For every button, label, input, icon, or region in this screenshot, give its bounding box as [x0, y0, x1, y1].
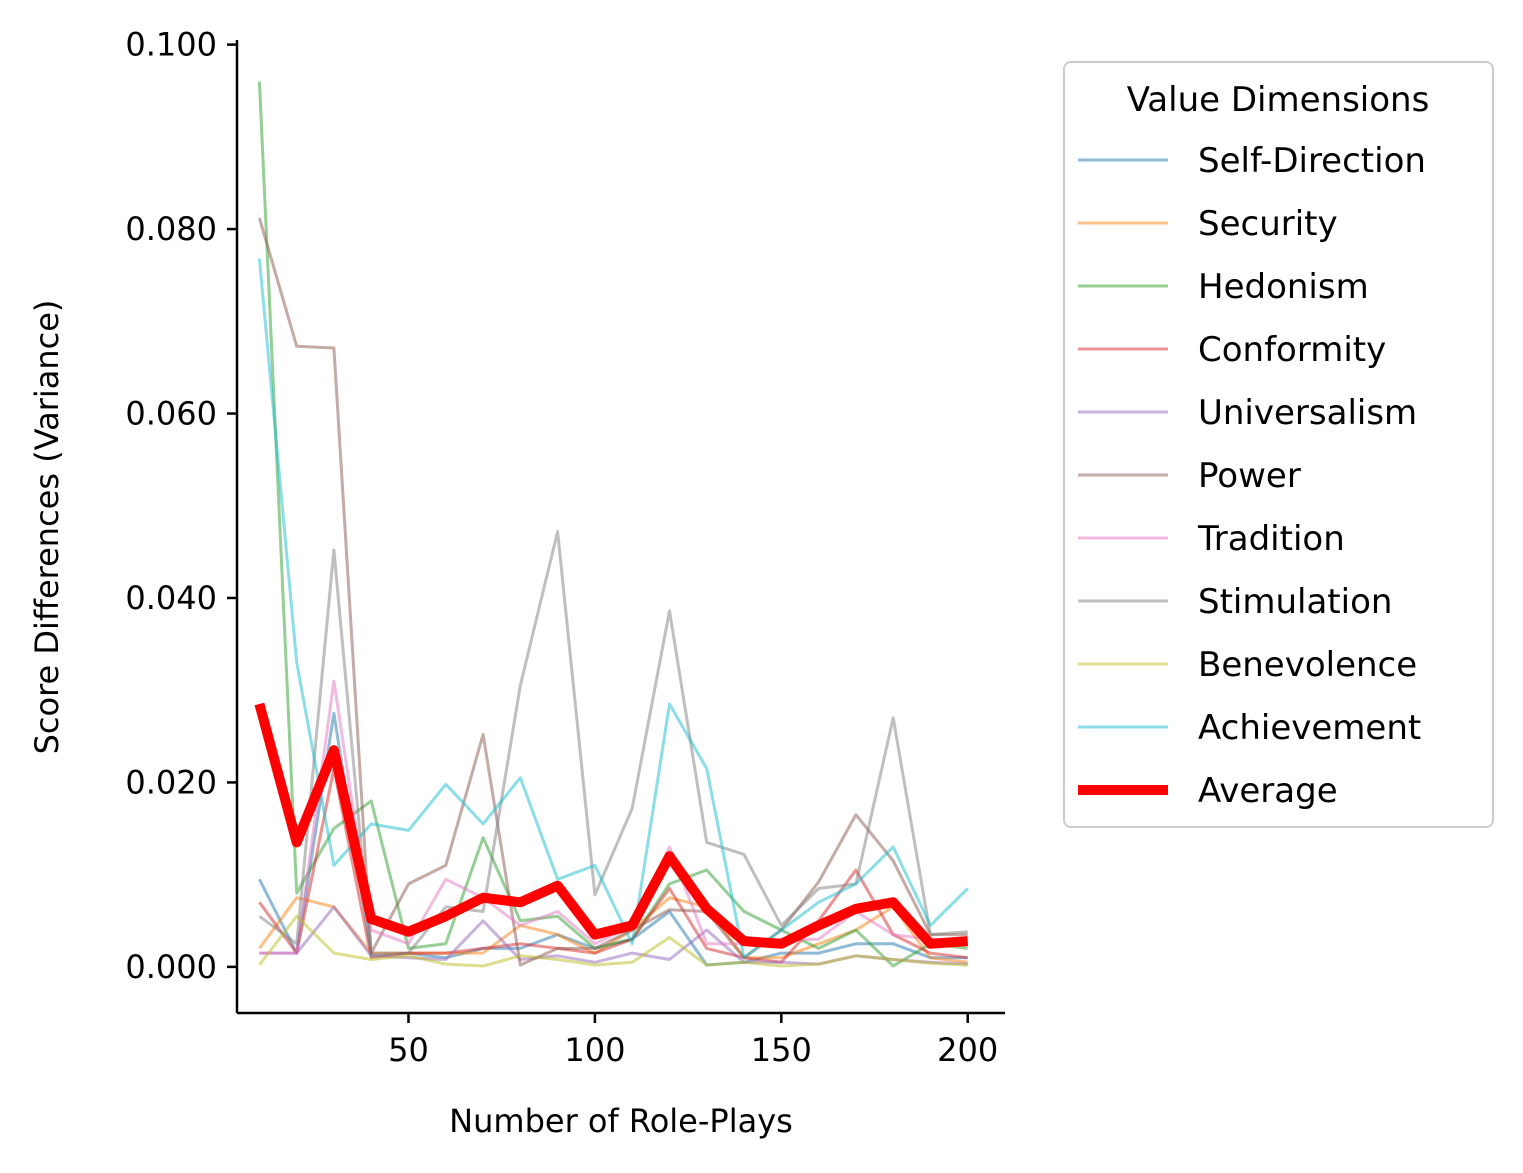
- y-tick-label: 0.040: [125, 579, 217, 617]
- y-tick-label: 0.020: [125, 763, 217, 801]
- legend-items: Self-Direction Security Hedonism Conformity…: [1078, 141, 1426, 811]
- series-line-achievement: [257, 258, 969, 960]
- x-tick-label: 150: [751, 1031, 812, 1069]
- y-tick-label: 0.080: [125, 210, 217, 248]
- legend-label-average: Average: [1198, 771, 1338, 811]
- x-tick-label: 50: [388, 1031, 429, 1069]
- series-line-average: [254, 702, 969, 949]
- legend-label-self-direction: Self-Direction: [1198, 141, 1426, 181]
- legend-label-hedonism: Hedonism: [1198, 267, 1369, 307]
- x-ticks: 50 100 150 200: [388, 1013, 998, 1069]
- legend-label-conformity: Conformity: [1198, 330, 1386, 370]
- legend-frame: [1063, 61, 1494, 828]
- y-tick-label: 0.100: [125, 26, 217, 64]
- series-line-benevolence: [258, 914, 968, 968]
- legend-label-tradition: Tradition: [1197, 519, 1345, 559]
- legend-label-security: Security: [1198, 204, 1338, 244]
- legend-label-universalism: Universalism: [1198, 393, 1417, 433]
- x-tick-label: 100: [564, 1031, 625, 1069]
- axes: [235, 40, 1005, 1015]
- legend-label-benevolence: Benevolence: [1198, 645, 1417, 685]
- legend-label-power: Power: [1198, 456, 1301, 496]
- y-tick-label: 0.000: [125, 948, 217, 986]
- legend-title: Value Dimensions: [1127, 80, 1430, 120]
- series-line-power: [257, 217, 968, 967]
- y-ticks: 0.000 0.020 0.040 0.060 0.080 0.100: [125, 26, 237, 986]
- y-tick-label: 0.060: [125, 395, 217, 433]
- series-lines: [254, 81, 969, 968]
- legend-label-stimulation: Stimulation: [1198, 582, 1392, 622]
- series-line-hedonism: [257, 81, 968, 968]
- y-axis-label: Score Differences (Variance): [28, 300, 66, 755]
- x-tick-label: 200: [937, 1031, 998, 1069]
- legend: Value Dimensions Self-Direction Security H…: [1063, 61, 1494, 828]
- x-axis-label: Number of Role-Plays: [449, 1102, 793, 1140]
- legend-label-achievement: Achievement: [1198, 708, 1421, 748]
- series-line-stimulation: [258, 530, 968, 958]
